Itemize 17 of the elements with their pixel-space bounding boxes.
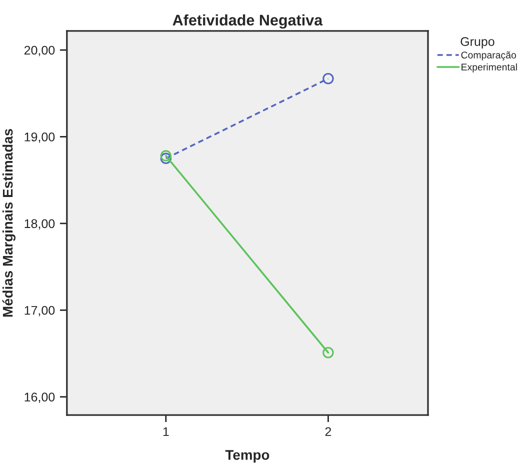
y-axis-title: Médias Marginais Estimadas — [2, 129, 16, 317]
legend-label: Comparação — [461, 51, 516, 60]
y-tick-label: 16,00 — [24, 392, 55, 403]
x-tick-label: 1 — [163, 427, 169, 436]
x-tick-label: 2 — [325, 427, 332, 436]
point — [322, 347, 334, 358]
legend-title: Grupo — [460, 37, 494, 48]
y-tick-label: 18,00 — [24, 219, 55, 230]
point — [160, 150, 172, 162]
point — [322, 73, 334, 84]
point — [160, 152, 172, 164]
chart-title: Afetividade Negativa — [172, 14, 323, 29]
y-tick-label: 17,00 — [24, 306, 55, 316]
x-axis-title: Tempo — [225, 450, 270, 463]
y-tick-label: 20,00 — [24, 46, 55, 56]
y-tick-label: 19,00 — [24, 132, 55, 143]
legend-label: Experimental — [462, 63, 517, 72]
